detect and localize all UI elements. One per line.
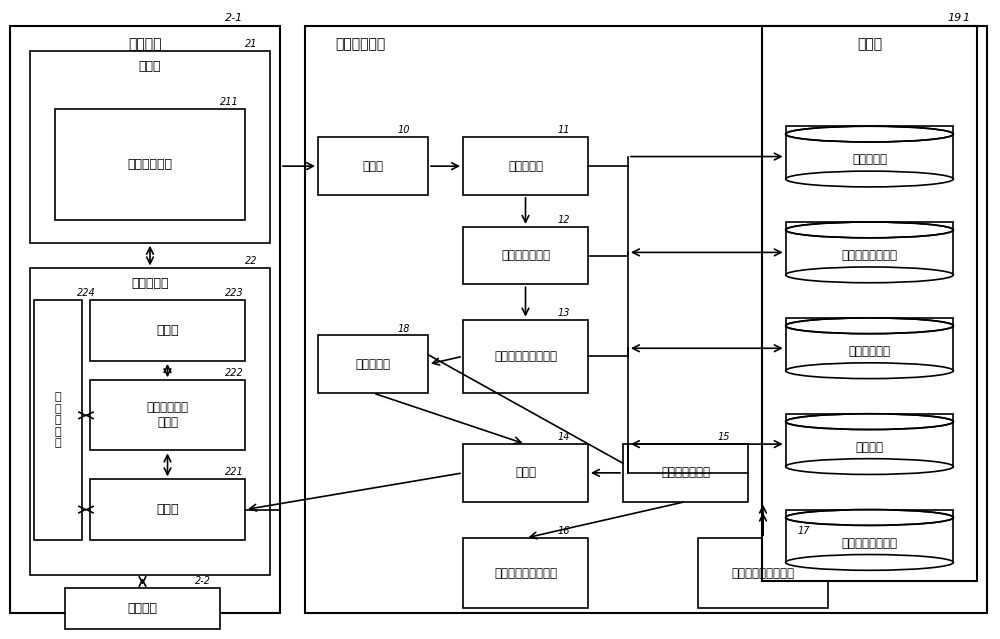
Ellipse shape (786, 363, 953, 378)
Ellipse shape (786, 318, 953, 334)
Ellipse shape (786, 222, 953, 238)
Text: 中央处理装置: 中央处理装置 (335, 37, 385, 51)
Ellipse shape (786, 510, 953, 525)
Ellipse shape (786, 267, 953, 283)
FancyBboxPatch shape (55, 109, 245, 220)
Text: 11: 11 (558, 125, 570, 135)
Text: 再次收集处理部: 再次收集处理部 (661, 466, 710, 479)
Text: 无线通信信息
存储部: 无线通信信息 存储部 (146, 401, 188, 429)
FancyBboxPatch shape (786, 318, 953, 371)
Text: 211: 211 (220, 96, 239, 107)
FancyBboxPatch shape (786, 127, 953, 179)
Text: 再次收集时间信息: 再次收集时间信息 (842, 537, 898, 550)
Text: 发送部: 发送部 (515, 466, 536, 479)
Text: 224: 224 (77, 288, 96, 298)
Text: 1: 1 (962, 13, 969, 23)
FancyBboxPatch shape (463, 444, 588, 502)
Text: 16: 16 (558, 526, 570, 536)
FancyBboxPatch shape (786, 510, 953, 562)
Text: 无线通信品质信息: 无线通信品质信息 (842, 249, 898, 262)
FancyBboxPatch shape (623, 444, 748, 502)
Text: 查表值存储部: 查表值存储部 (128, 158, 173, 171)
FancyBboxPatch shape (698, 538, 828, 608)
FancyBboxPatch shape (463, 227, 588, 284)
FancyBboxPatch shape (90, 300, 245, 361)
FancyBboxPatch shape (318, 137, 428, 195)
FancyBboxPatch shape (305, 26, 987, 613)
Text: 17: 17 (798, 526, 810, 536)
FancyBboxPatch shape (90, 380, 245, 450)
Text: 2-1: 2-1 (225, 13, 243, 23)
FancyBboxPatch shape (30, 51, 270, 243)
FancyBboxPatch shape (463, 137, 588, 195)
Text: 再次收集时间变更部: 再次收集时间变更部 (731, 567, 794, 580)
Text: 223: 223 (225, 288, 244, 298)
Text: 接收部: 接收部 (362, 160, 384, 173)
Text: 18: 18 (398, 323, 411, 334)
FancyBboxPatch shape (65, 588, 220, 629)
FancyBboxPatch shape (34, 300, 82, 540)
Text: 无线通信部: 无线通信部 (131, 277, 169, 290)
Text: 13: 13 (558, 307, 570, 318)
FancyBboxPatch shape (463, 320, 588, 393)
Text: 22: 22 (245, 256, 258, 266)
Text: 10: 10 (398, 125, 411, 135)
Ellipse shape (786, 171, 953, 187)
Text: 221: 221 (225, 467, 244, 477)
FancyBboxPatch shape (30, 268, 270, 575)
Text: 智能仪表: 智能仪表 (128, 37, 162, 51)
Text: 发送部: 发送部 (156, 324, 179, 337)
Text: 接收部: 接收部 (156, 503, 179, 516)
Text: 14: 14 (558, 432, 570, 442)
Text: 收集状况信息: 收集状况信息 (848, 345, 891, 358)
FancyBboxPatch shape (10, 26, 280, 613)
Text: 19: 19 (947, 13, 961, 23)
Ellipse shape (786, 414, 953, 429)
FancyBboxPatch shape (90, 479, 245, 540)
FancyBboxPatch shape (762, 26, 977, 581)
FancyBboxPatch shape (786, 414, 953, 466)
FancyBboxPatch shape (318, 335, 428, 393)
Text: 数据存储部: 数据存储部 (508, 160, 543, 173)
Text: 2-2: 2-2 (195, 576, 211, 586)
Text: 计量部: 计量部 (139, 60, 161, 73)
Text: 12: 12 (558, 215, 570, 225)
Text: 21: 21 (245, 39, 258, 49)
Ellipse shape (786, 555, 953, 571)
Text: 通
信
控
制
部: 通 信 控 制 部 (55, 392, 61, 449)
Text: 再次收集对象提取部: 再次收集对象提取部 (494, 350, 557, 363)
Text: 15: 15 (718, 432, 730, 442)
FancyBboxPatch shape (786, 222, 953, 275)
Text: 无线通信品质判定部: 无线通信品质判定部 (494, 567, 557, 580)
Ellipse shape (786, 127, 953, 142)
FancyBboxPatch shape (463, 538, 588, 608)
Text: 存储部: 存储部 (857, 37, 882, 51)
Text: 查表值信息: 查表值信息 (852, 153, 887, 166)
Text: 智能仪表: 智能仪表 (128, 602, 158, 615)
Text: 路径信息: 路径信息 (856, 441, 884, 454)
Text: 222: 222 (225, 368, 244, 378)
Ellipse shape (786, 459, 953, 474)
Text: 收集状况管理部: 收集状况管理部 (501, 249, 550, 262)
Text: 通信控制部: 通信控制部 (356, 358, 390, 371)
